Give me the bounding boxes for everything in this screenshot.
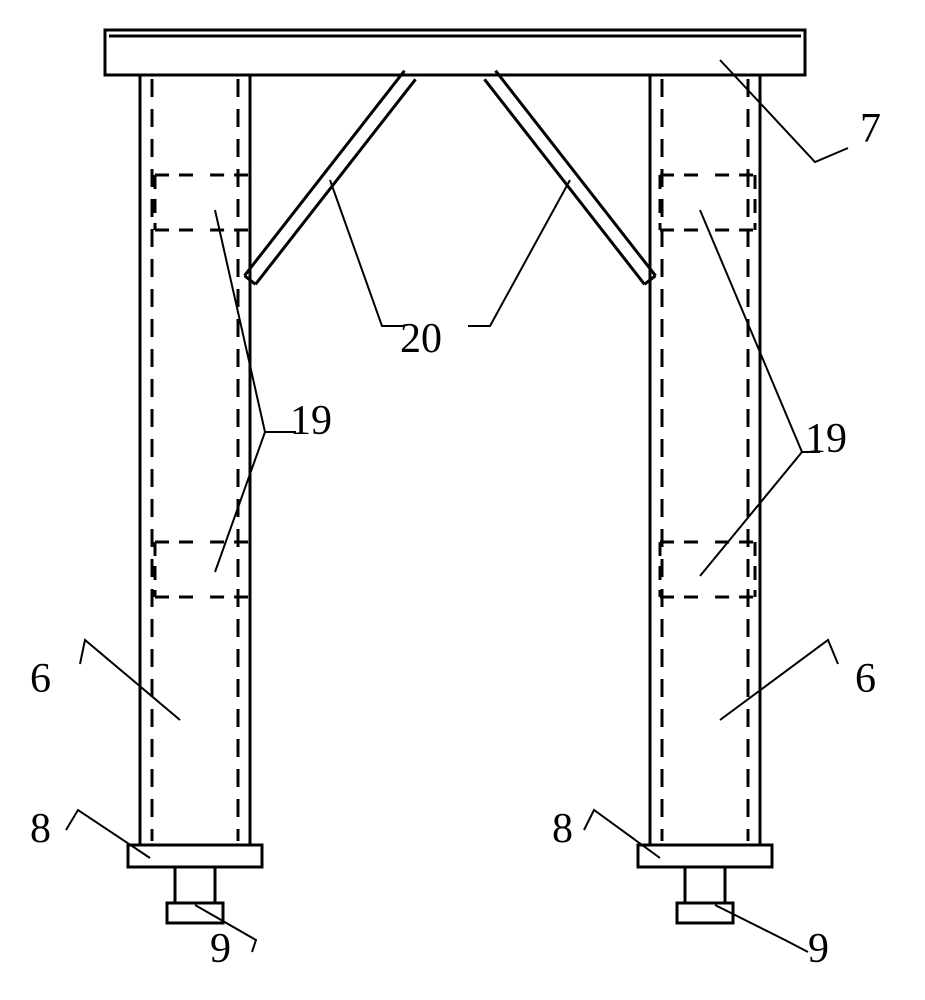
callout-19_right: 19 [805,418,847,460]
callout-7: 7 [860,108,881,150]
callout-20: 20 [400,318,442,360]
callout-6_left: 6 [30,658,51,700]
callout-8_left: 8 [30,808,51,850]
callout-9_right: 9 [808,928,829,970]
callout-8_right: 8 [552,808,573,850]
callout-19_left: 19 [290,400,332,442]
callout-6_right: 6 [855,658,876,700]
callout-9_left: 9 [210,928,231,970]
